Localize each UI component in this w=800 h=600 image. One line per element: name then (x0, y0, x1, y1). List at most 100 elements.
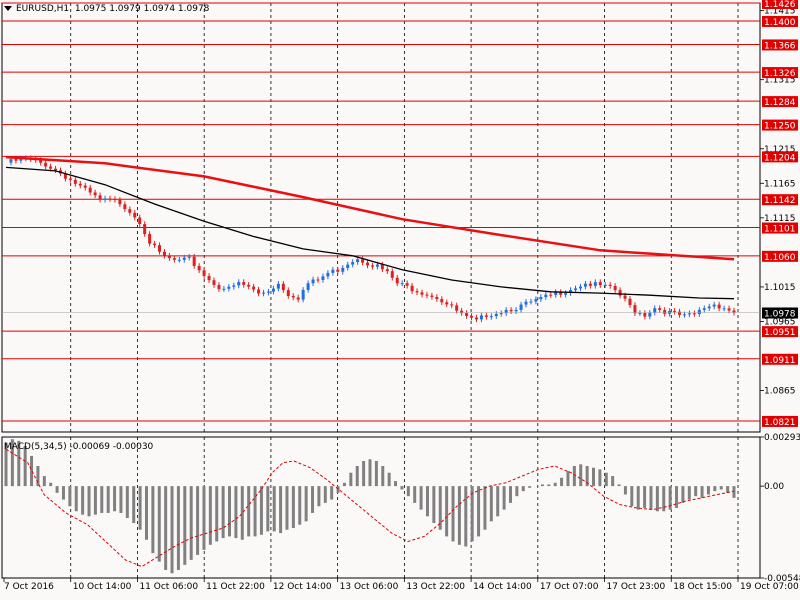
candle-body (301, 289, 305, 300)
level-label-bg (762, 15, 798, 27)
candle-body (499, 313, 503, 315)
candle-body (539, 297, 543, 300)
candle-body (687, 313, 691, 315)
macd-tick-label: 0.00293 (764, 433, 800, 443)
candle-body (385, 269, 389, 272)
candle-body (148, 233, 152, 244)
candle-body (113, 199, 117, 201)
candle-body (400, 283, 404, 285)
candle-body (608, 284, 612, 286)
candle-body (153, 243, 157, 246)
candle-body (237, 282, 241, 286)
candle-body (712, 304, 716, 307)
macd-tick-label: -0.00548 (764, 574, 800, 584)
candle-body (440, 299, 444, 303)
level-label-bg (762, 0, 798, 9)
candle-body (445, 302, 449, 305)
candle-body (450, 304, 454, 306)
level-label: 1.1060 (764, 253, 796, 263)
level-label-bg (762, 222, 798, 234)
candle-body (346, 264, 350, 268)
candle-body (405, 283, 409, 286)
level-label: 1.1326 (764, 69, 796, 79)
candle-body (465, 313, 469, 316)
candle-body (262, 292, 266, 294)
candle-body (212, 280, 216, 285)
level-label-bg (762, 250, 798, 262)
candle-body (311, 279, 315, 284)
y-tick-label: 1.0865 (764, 387, 796, 397)
candle-body (554, 292, 558, 295)
candle-body (138, 217, 142, 225)
x-tick-label: 18 Oct 15:00 (673, 582, 732, 592)
level-label-bg (762, 353, 798, 365)
candle-body (9, 159, 13, 163)
macd-header: MACD(5,34,5) -0.00069 -0.00030 (4, 442, 154, 452)
candle-body (271, 288, 275, 292)
macd-signal-line (5, 448, 735, 568)
candle-body (227, 286, 231, 289)
candle-body (732, 310, 736, 313)
candle-body (534, 299, 538, 302)
candle-body (44, 162, 48, 167)
level-label-bg (762, 194, 798, 206)
candle-body (118, 199, 122, 205)
candle-body (202, 270, 206, 276)
candle-body (514, 309, 518, 312)
level-label: 1.0821 (764, 418, 796, 428)
level-label-bg (762, 151, 798, 163)
candle-body (133, 212, 137, 218)
candle-body (375, 264, 379, 267)
candle-body (143, 224, 147, 234)
y-tick-label: 1.1315 (764, 76, 796, 86)
candle-body (593, 282, 597, 286)
candle-body (98, 195, 102, 200)
candle-body (361, 259, 365, 263)
candle-body (410, 285, 414, 292)
level-label: 1.1204 (764, 153, 796, 163)
candle-body (252, 286, 256, 290)
candle-body (707, 306, 711, 309)
level-label: 1.0911 (764, 356, 796, 366)
moving-average-red-line (5, 155, 735, 261)
y-tick-label: 1.1015 (764, 283, 796, 293)
level-label-bg (762, 119, 798, 131)
level-label: 1.1400 (764, 18, 796, 28)
candle-body (167, 255, 171, 259)
x-tick-label: 19 Oct 07:00 (740, 582, 799, 592)
moving-average-black-line (5, 166, 735, 300)
candle-body (628, 298, 632, 306)
candle-body (108, 198, 112, 200)
y-tick-label: 1.1215 (764, 145, 796, 155)
candle-body (217, 284, 221, 290)
candle-body (78, 183, 82, 186)
candle-body (474, 317, 478, 320)
y-tick-label: 1.0965 (764, 317, 796, 327)
candle-body (583, 283, 587, 287)
current-price-label: 1.0978 (764, 309, 796, 319)
level-label-bg (762, 39, 798, 51)
candle-body (494, 313, 498, 317)
candle-body (341, 267, 345, 272)
y-tick-label: 1.1115 (764, 214, 796, 224)
candle-body (276, 283, 280, 289)
candle-body (356, 259, 360, 263)
candle-body (722, 308, 726, 310)
candle-body (63, 173, 67, 179)
chevron-down-icon[interactable] (4, 6, 12, 11)
candle-body (222, 288, 226, 290)
x-tick-label: 11 Oct 22:00 (206, 582, 265, 592)
candle-body (479, 315, 483, 320)
candle-body (549, 294, 553, 296)
candle-body (390, 271, 394, 278)
candle-body (177, 259, 181, 261)
candle-body (588, 283, 592, 286)
y-tick-label: 1.1165 (764, 179, 796, 189)
candle-body (187, 256, 191, 258)
candle-body (366, 262, 370, 266)
candle-body (415, 291, 419, 293)
candle-body (316, 279, 320, 281)
candle-body (123, 204, 127, 210)
